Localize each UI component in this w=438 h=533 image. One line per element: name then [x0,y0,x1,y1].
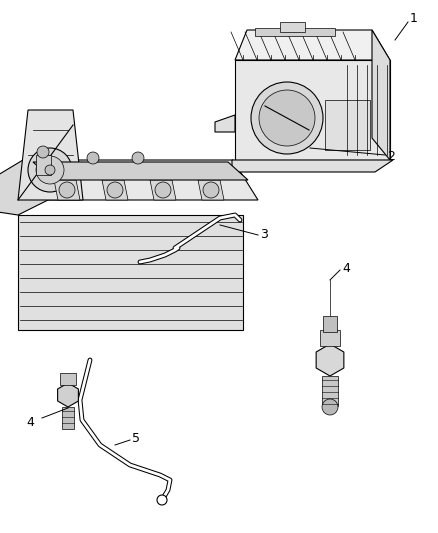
Text: 3: 3 [260,229,268,241]
Polygon shape [316,344,344,376]
Circle shape [36,156,64,184]
Polygon shape [232,160,393,172]
Polygon shape [58,383,78,407]
Circle shape [59,182,75,198]
Circle shape [259,90,315,146]
Polygon shape [18,215,243,330]
Text: 1: 1 [410,12,418,25]
Circle shape [87,152,99,164]
Bar [255,28,335,36]
Text: 2: 2 [387,149,395,163]
Bar [60,373,76,385]
Bar [280,22,305,32]
Polygon shape [18,110,83,200]
Circle shape [203,182,219,198]
Polygon shape [198,180,224,200]
Polygon shape [150,180,176,200]
Circle shape [157,495,167,505]
Text: 4: 4 [26,416,34,429]
Circle shape [322,399,338,415]
Circle shape [132,152,144,164]
Polygon shape [23,160,258,200]
Circle shape [45,165,55,175]
Polygon shape [235,30,390,60]
Bar [325,100,370,150]
Polygon shape [372,30,390,160]
Bar [322,376,338,406]
Circle shape [28,148,72,192]
Circle shape [251,82,323,154]
Text: 5: 5 [132,432,140,445]
Polygon shape [33,162,248,180]
Polygon shape [102,180,128,200]
Bar [36,155,51,175]
Polygon shape [215,115,235,132]
Polygon shape [0,160,48,215]
Circle shape [107,182,123,198]
Circle shape [155,182,171,198]
Bar [320,330,340,346]
Polygon shape [235,60,390,160]
Bar [62,407,74,429]
Bar [323,316,337,332]
Text: 4: 4 [342,262,350,274]
Circle shape [37,146,49,158]
Polygon shape [54,180,80,200]
